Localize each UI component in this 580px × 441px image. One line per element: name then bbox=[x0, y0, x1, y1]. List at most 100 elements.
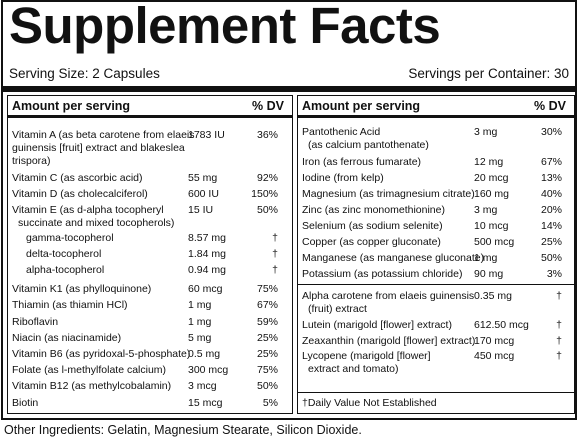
nutrient-name: Manganese (as manganese gluconate) bbox=[302, 252, 485, 264]
nutrient-dv: † bbox=[272, 248, 278, 260]
nutrient-name: Vitamin B12 (as methylcobalamin) bbox=[12, 380, 172, 392]
servings-per-container: Servings per Container: 30 bbox=[408, 66, 569, 81]
nutrient-amount: 8.57 mg bbox=[188, 232, 226, 244]
nutrient-name: extract and tomato) bbox=[308, 363, 399, 375]
nutrient-dv: 92% bbox=[256, 172, 278, 184]
nutrient-dv: 50% bbox=[256, 204, 278, 216]
right-nutrient-column: Amount per serving % DV Pantothenic Acid… bbox=[297, 95, 575, 414]
nutrient-amount: 1.84 mg bbox=[188, 248, 226, 260]
nutrient-amount: 500 mcg bbox=[474, 236, 515, 248]
nutrient-amount: 3 mg bbox=[474, 126, 498, 138]
nutrient-amount: 60 mcg bbox=[188, 283, 223, 295]
serving-size: Serving Size: 2 Capsules bbox=[9, 66, 160, 81]
nutrient-amount: 3 mg bbox=[474, 204, 498, 216]
nutrient-name: Biotin bbox=[12, 397, 39, 409]
nutrient-amount: 300 mcg bbox=[188, 364, 229, 376]
nutrient-name: Magnesium (as trimagnesium citrate) bbox=[302, 188, 475, 200]
nutrient-dv: 75% bbox=[256, 364, 278, 376]
left-nutrient-column: Amount per serving % DV Vitamin A (as be… bbox=[7, 95, 293, 414]
nutrient-name: Lutein (marigold [flower] extract) bbox=[302, 319, 452, 331]
thick-divider bbox=[3, 86, 575, 92]
nutrient-amount: 12 mg bbox=[474, 156, 504, 168]
nutrient-name: Vitamin A (as beta carotene from elaeis bbox=[12, 129, 195, 141]
nutrient-dv: † bbox=[556, 350, 562, 362]
nutrient-amount: 1 mg bbox=[188, 299, 212, 311]
nutrient-name: Vitamin D (as cholecalciferol) bbox=[12, 188, 148, 200]
nutrient-amount: 612.50 mcg bbox=[474, 319, 529, 331]
right-header-bar bbox=[298, 115, 574, 118]
nutrient-name: Potassium (as potassium chloride) bbox=[302, 268, 463, 280]
nutrient-amount: 600 IU bbox=[188, 188, 219, 200]
nutrient-amount: 0.35 mg bbox=[474, 290, 512, 302]
nutrient-amount: 15 IU bbox=[188, 204, 214, 216]
nutrient-dv: 25% bbox=[256, 332, 278, 344]
left-header-bar bbox=[8, 115, 292, 118]
nutrient-name: Lycopene (marigold [flower] bbox=[302, 350, 431, 362]
nutrient-name: Thiamin (as thiamin HCl) bbox=[12, 299, 128, 311]
nutrient-amount: 10 mcg bbox=[474, 220, 509, 232]
right-footnote-divider bbox=[298, 392, 574, 393]
nutrient-name: Selenium (as sodium selenite) bbox=[302, 220, 443, 232]
supplement-facts-panel: Supplement Facts Serving Size: 2 Capsule… bbox=[1, 0, 577, 420]
nutrient-amount: 1783 IU bbox=[188, 129, 225, 141]
nutrient-dv: 20% bbox=[540, 204, 562, 216]
nutrient-name: (as calcium pantothenate) bbox=[308, 139, 429, 151]
nutrient-dv: † bbox=[556, 290, 562, 302]
footnote: †Daily Value Not Established bbox=[302, 397, 437, 409]
nutrient-amount: 90 mg bbox=[474, 268, 504, 280]
nutrient-dv: † bbox=[272, 264, 278, 276]
left-amount-header: Amount per serving bbox=[12, 99, 131, 113]
nutrient-name: trispora) bbox=[12, 155, 51, 167]
nutrient-amount: 0.5 mg bbox=[188, 348, 221, 360]
nutrient-name: Vitamin B6 (as pyridoxal-5-phosphate) bbox=[12, 348, 191, 360]
nutrient-name: guinensis [fruit] extract and blakeslea bbox=[12, 142, 185, 154]
nutrient-dv: 50% bbox=[256, 380, 278, 392]
nutrient-name: alpha-tocopherol bbox=[26, 264, 105, 276]
nutrient-dv: 75% bbox=[256, 283, 278, 295]
nutrient-name: Folate (as l-methylfolate calcium) bbox=[12, 364, 167, 376]
nutrient-dv: 25% bbox=[256, 348, 278, 360]
nutrient-amount: 160 mg bbox=[474, 188, 510, 200]
nutrient-dv: 14% bbox=[540, 220, 562, 232]
nutrient-dv: 59% bbox=[256, 316, 278, 328]
other-ingredients: Other Ingredients: Gelatin, Magnesium St… bbox=[4, 423, 362, 437]
right-section-divider bbox=[298, 284, 574, 285]
nutrient-name: Copper (as copper gluconate) bbox=[302, 236, 441, 248]
nutrient-dv: 50% bbox=[540, 252, 562, 264]
nutrient-amount: 1 mg bbox=[474, 252, 498, 264]
nutrient-name: Iodine (from kelp) bbox=[302, 172, 384, 184]
nutrient-dv: † bbox=[272, 232, 278, 244]
right-dv-header: % DV bbox=[534, 99, 566, 113]
nutrient-amount: 5 mg bbox=[188, 332, 212, 344]
nutrient-dv: 5% bbox=[262, 397, 278, 409]
nutrient-name: gamma-tocopherol bbox=[26, 232, 114, 244]
nutrient-dv: 3% bbox=[546, 268, 562, 280]
nutrient-amount: 450 mcg bbox=[474, 350, 515, 362]
right-amount-header: Amount per serving bbox=[302, 99, 421, 113]
nutrient-amount: 15 mcg bbox=[188, 397, 223, 409]
nutrient-dv: † bbox=[556, 319, 562, 331]
nutrient-dv: 67% bbox=[256, 299, 278, 311]
nutrient-dv: 67% bbox=[540, 156, 562, 168]
nutrient-amount: 1 mg bbox=[188, 316, 212, 328]
nutrient-amount: 20 mcg bbox=[474, 172, 509, 184]
nutrient-amount: 170 mcg bbox=[474, 335, 515, 347]
nutrient-dv: 13% bbox=[540, 172, 562, 184]
nutrient-name: Riboflavin bbox=[12, 316, 59, 328]
nutrient-name: Vitamin C (as ascorbic acid) bbox=[12, 172, 143, 184]
nutrient-dv: 36% bbox=[256, 129, 278, 141]
nutrient-dv: 30% bbox=[540, 126, 562, 138]
nutrient-name: (fruit) extract bbox=[308, 303, 367, 315]
nutrient-name: Zeaxanthin (marigold [flower] extract) bbox=[302, 335, 476, 347]
nutrient-name: Vitamin K1 (as phylloquinone) bbox=[12, 283, 152, 295]
nutrient-amount: 0.94 mg bbox=[188, 264, 226, 276]
nutrient-name: Alpha carotene from elaeis guinensis bbox=[302, 290, 475, 302]
nutrient-name: delta-tocopherol bbox=[26, 248, 102, 260]
nutrient-name: Iron (as ferrous fumarate) bbox=[302, 156, 422, 168]
nutrient-dv: 40% bbox=[540, 188, 562, 200]
nutrient-name: Pantothenic Acid bbox=[302, 126, 381, 138]
nutrient-amount: 55 mg bbox=[188, 172, 218, 184]
nutrient-dv: 25% bbox=[540, 236, 562, 248]
nutrient-amount: 3 mcg bbox=[188, 380, 217, 392]
nutrient-name: Zinc (as zinc monomethionine) bbox=[302, 204, 445, 216]
